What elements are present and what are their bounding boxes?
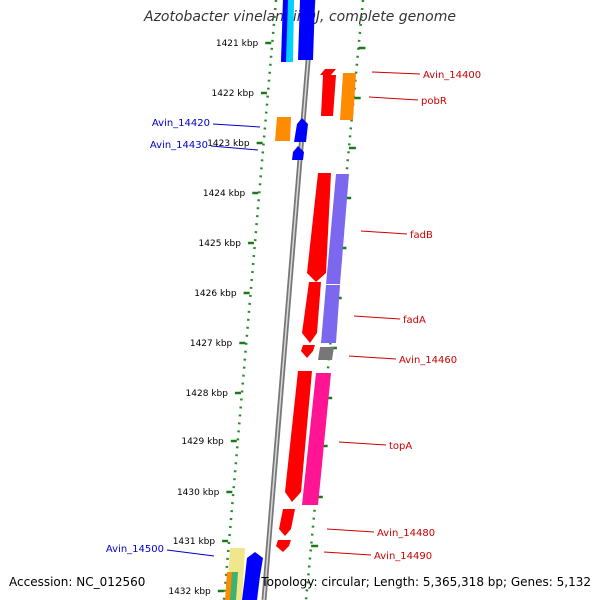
- gene-avin-14490[interactable]: [276, 540, 291, 552]
- gene-leader-line: [348, 355, 397, 360]
- gene-blue-top-left[interactable]: [281, 0, 288, 62]
- tick-label: 1432 kbp: [168, 587, 211, 597]
- gene-leader-line: [371, 71, 421, 75]
- gene-avin-14480[interactable]: [279, 509, 295, 536]
- gene-topa[interactable]: [285, 371, 312, 502]
- genome-backbone-highlight: [263, 0, 314, 600]
- gene-small-red-1[interactable]: [301, 345, 315, 358]
- gene-blue-forward-1[interactable]: [294, 118, 308, 142]
- gene-leader-line: [368, 96, 419, 101]
- label-group: Avin_14400 pobR fadB fadA Avin_14460 topA Avin…: [106, 70, 481, 562]
- gene-blue-top[interactable]: [298, 0, 315, 60]
- gene-label-left[interactable]: Avin_14500: [106, 544, 164, 555]
- tick-label: 1421 kbp: [216, 39, 259, 49]
- tick-label: 1425 kbp: [199, 239, 242, 249]
- gene-blue-bottom-1[interactable]: [245, 552, 263, 576]
- gene-group: [225, 0, 356, 600]
- gene-leader-line: [210, 145, 259, 151]
- gene-leader-line: [323, 551, 372, 556]
- gene-label-right[interactable]: pobR: [421, 96, 447, 107]
- tick-label: 1429 kbp: [181, 437, 224, 447]
- gene-avin-14430[interactable]: [292, 146, 304, 160]
- tick-label: 1428 kbp: [186, 389, 229, 399]
- gene-fada[interactable]: [302, 282, 321, 343]
- accession-text: Accession: NC_012560: [9, 575, 146, 589]
- tick-label: 1422 kbp: [212, 89, 255, 99]
- gene-label-right[interactable]: fadA: [403, 315, 426, 326]
- gene-label-right[interactable]: Avin_14460: [399, 355, 457, 366]
- gene-avin-14400[interactable]: [320, 69, 336, 116]
- gene-leader-line: [353, 315, 401, 320]
- tick-label: 1424 kbp: [203, 189, 246, 199]
- gene-fada-partner[interactable]: [321, 285, 340, 343]
- gene-label-right[interactable]: Avin_14480: [377, 528, 435, 539]
- gene-label-right[interactable]: Avin_14400: [423, 70, 481, 81]
- gene-avin-14460[interactable]: [318, 347, 334, 360]
- gene-label-left[interactable]: Avin_14430: [150, 140, 208, 151]
- gene-leader-line: [360, 230, 408, 235]
- gene-leader-line: [166, 549, 215, 557]
- gene-label-right[interactable]: fadB: [410, 230, 433, 241]
- gene-pobr[interactable]: [340, 73, 356, 120]
- gene-label-left[interactable]: Avin_14420: [152, 118, 210, 129]
- gene-leader-line: [326, 528, 375, 533]
- tick-label: 1423 kbp: [207, 139, 250, 149]
- tick-label: 1427 kbp: [190, 339, 233, 349]
- tick-label: 1426 kbp: [194, 289, 237, 299]
- gene-fadb-partner[interactable]: [326, 174, 349, 284]
- gene-fadb[interactable]: [307, 173, 331, 282]
- gene-leader-line: [212, 123, 261, 128]
- gene-avin-14420[interactable]: [275, 117, 291, 141]
- gene-green-bottom[interactable]: [230, 572, 238, 600]
- gene-blue-bottom-2[interactable]: [242, 576, 260, 600]
- gene-leader-line: [338, 441, 387, 446]
- tick-label: 1431 kbp: [173, 537, 216, 547]
- gene-topa-partner[interactable]: [302, 373, 331, 505]
- tick-label: 1430 kbp: [177, 488, 220, 498]
- genome-summary-text: Topology: circular; Length: 5,365,318 bp…: [261, 575, 591, 589]
- gene-label-right[interactable]: topA: [389, 441, 412, 452]
- gene-label-right[interactable]: Avin_14490: [374, 551, 432, 562]
